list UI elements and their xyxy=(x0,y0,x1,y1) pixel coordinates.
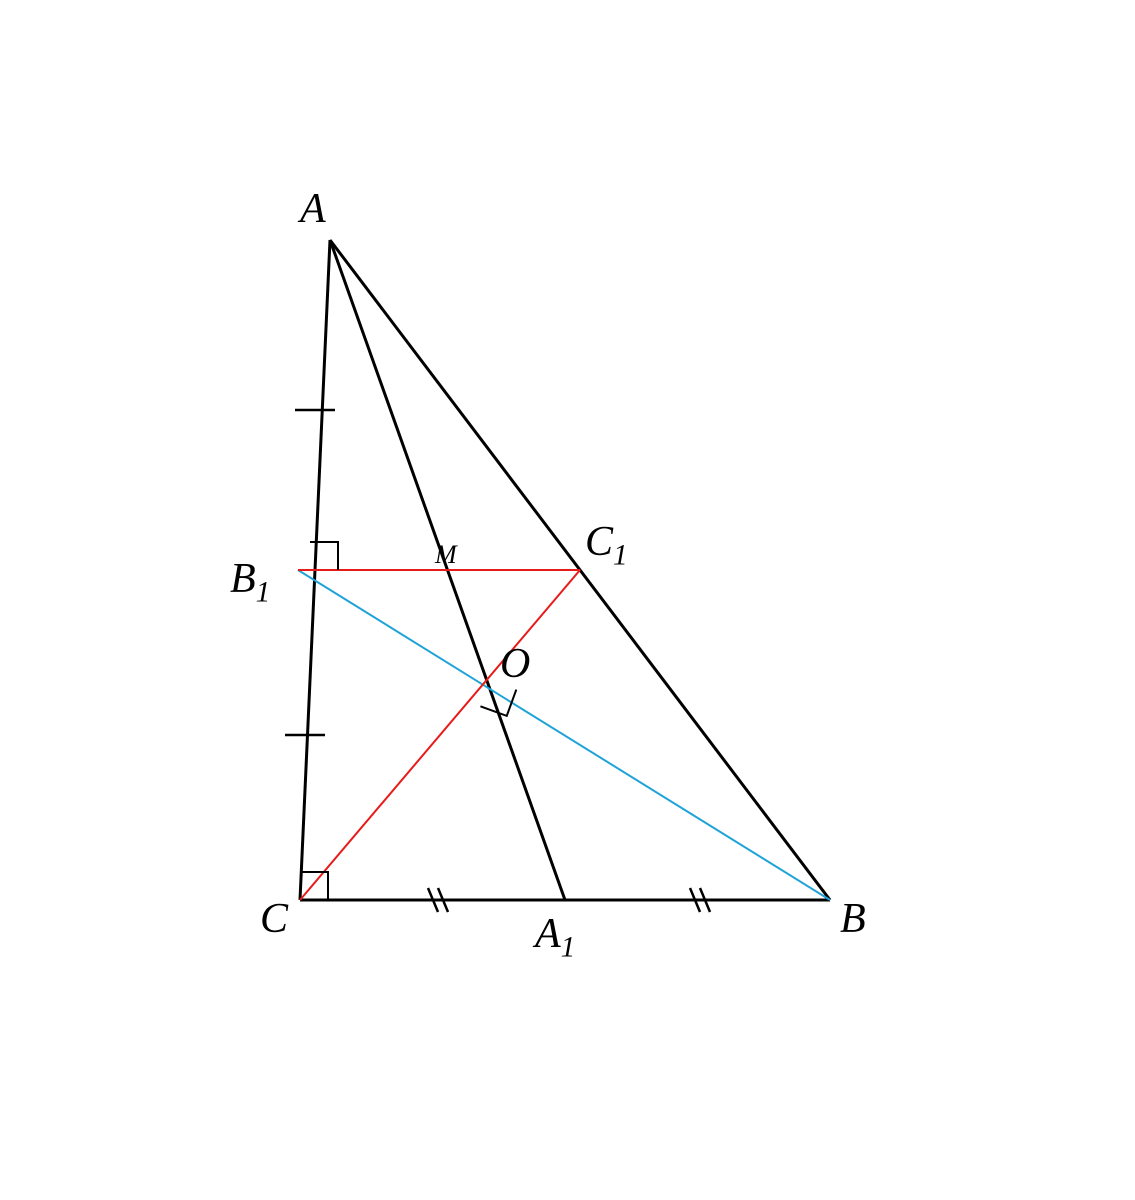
label-C: C xyxy=(260,895,288,943)
label-B: B xyxy=(840,895,866,943)
line-C-C1 xyxy=(300,570,580,900)
label-A1: A1 xyxy=(535,910,575,964)
label-O: O xyxy=(500,640,530,688)
label-M: M xyxy=(435,540,457,570)
label-C1: C1 xyxy=(585,518,628,572)
label-B1: B1 xyxy=(230,555,270,609)
geometry-diagram xyxy=(0,0,1135,1200)
line-B1-B xyxy=(298,570,830,900)
label-A: A xyxy=(300,185,326,233)
